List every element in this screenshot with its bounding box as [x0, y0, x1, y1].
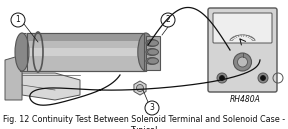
Ellipse shape [146, 58, 158, 64]
Circle shape [258, 73, 268, 83]
Circle shape [219, 75, 225, 80]
Text: 2: 2 [166, 15, 170, 25]
Text: Fig. 12 Continuity Test Between Solenoid Terminal and Solenoid Case - Typical: Fig. 12 Continuity Test Between Solenoid… [3, 115, 285, 129]
Ellipse shape [15, 33, 29, 71]
Circle shape [137, 84, 143, 91]
Circle shape [261, 75, 266, 80]
FancyBboxPatch shape [146, 36, 160, 70]
Circle shape [149, 49, 155, 55]
Circle shape [234, 53, 251, 71]
Text: 3: 3 [149, 103, 154, 112]
Polygon shape [5, 55, 22, 100]
Circle shape [149, 40, 155, 46]
Ellipse shape [146, 39, 158, 46]
Circle shape [238, 57, 247, 67]
Ellipse shape [138, 33, 154, 71]
Ellipse shape [147, 58, 158, 64]
FancyBboxPatch shape [213, 13, 272, 43]
Text: RH480A: RH480A [230, 95, 261, 104]
Circle shape [217, 73, 227, 83]
Polygon shape [134, 81, 146, 95]
FancyBboxPatch shape [208, 8, 277, 92]
Text: 1: 1 [16, 15, 20, 25]
Circle shape [149, 58, 155, 64]
FancyBboxPatch shape [26, 48, 143, 56]
Ellipse shape [147, 40, 158, 46]
FancyBboxPatch shape [26, 33, 143, 41]
Ellipse shape [147, 49, 158, 55]
Polygon shape [22, 73, 80, 100]
FancyBboxPatch shape [20, 33, 146, 71]
Ellipse shape [146, 49, 158, 55]
